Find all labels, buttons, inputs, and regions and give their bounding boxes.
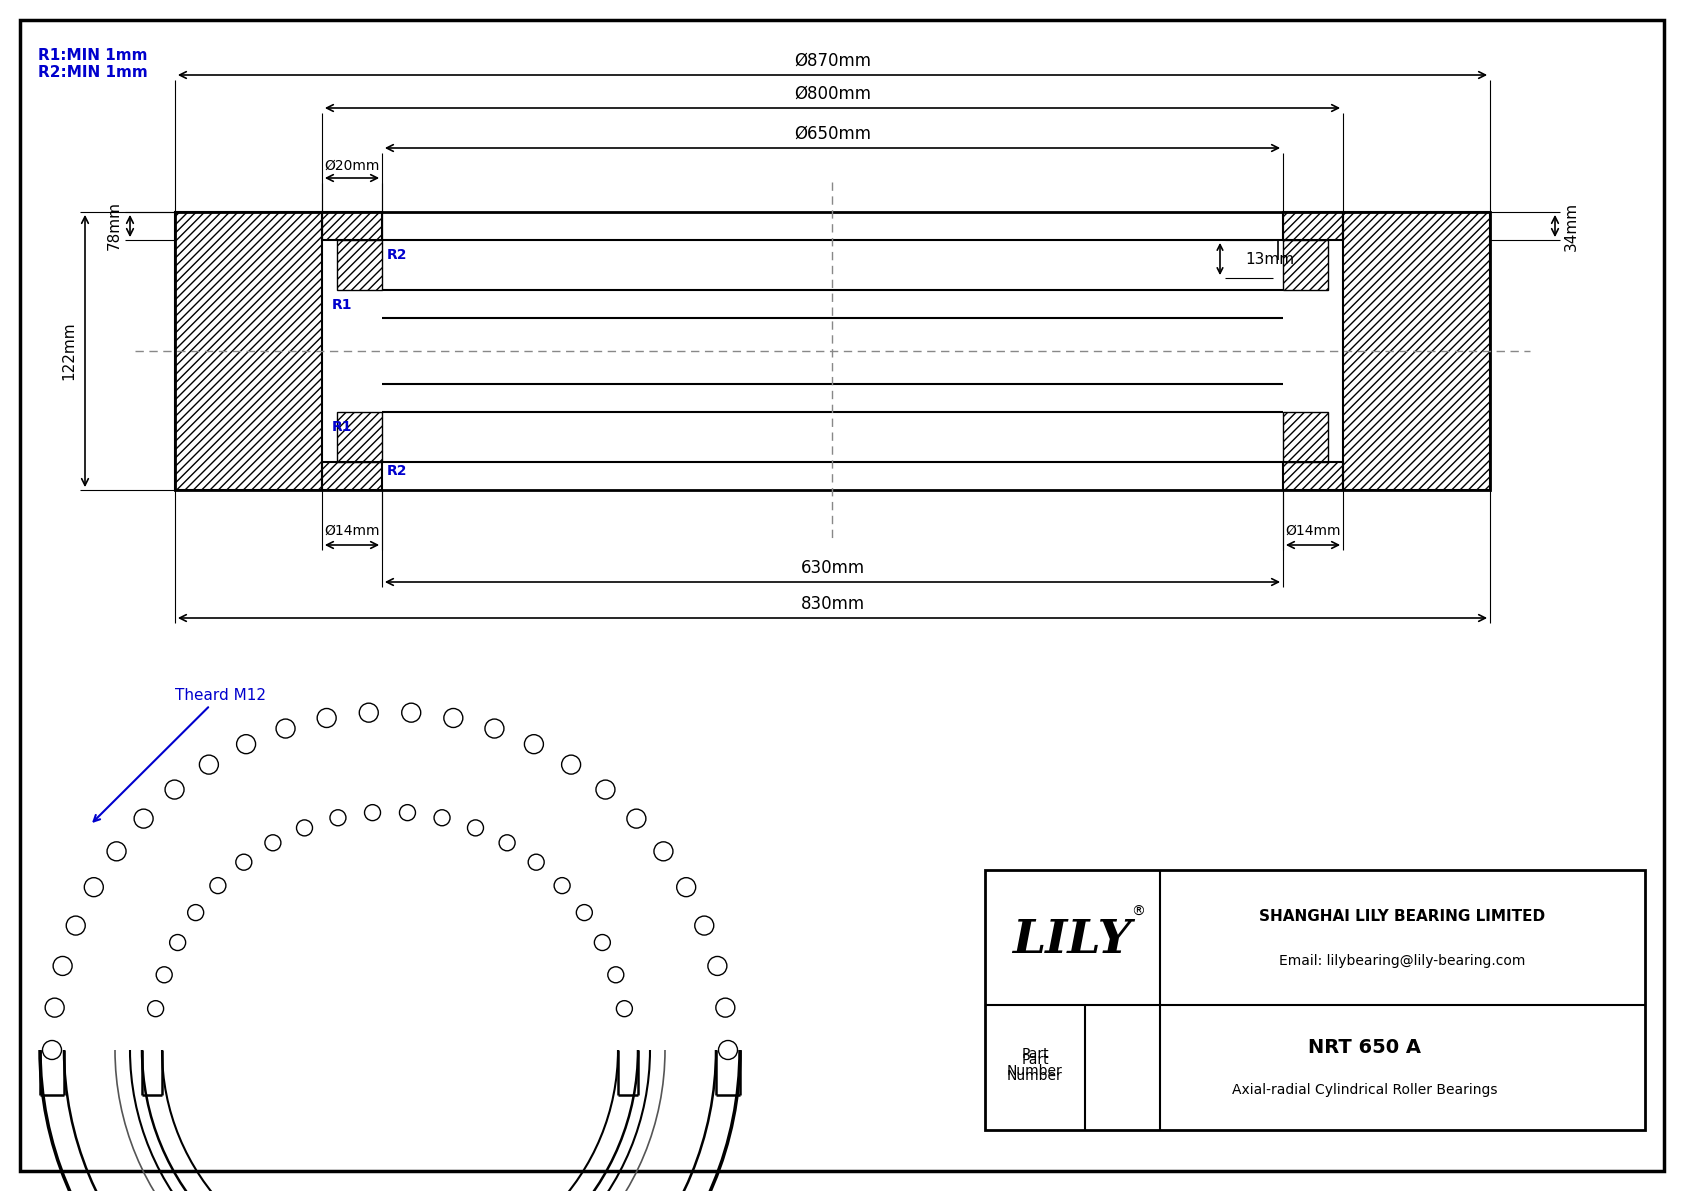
Circle shape bbox=[434, 810, 450, 825]
Text: R2: R2 bbox=[387, 248, 408, 262]
Bar bbox=[337, 241, 382, 289]
Circle shape bbox=[264, 835, 281, 850]
Circle shape bbox=[529, 854, 544, 871]
Text: 13mm: 13mm bbox=[1244, 251, 1293, 267]
Text: NRT 650 A: NRT 650 A bbox=[1308, 1039, 1421, 1058]
Text: 122mm: 122mm bbox=[62, 322, 76, 380]
Circle shape bbox=[608, 967, 623, 983]
Text: ®: ® bbox=[1132, 905, 1145, 918]
Circle shape bbox=[719, 1041, 738, 1060]
Circle shape bbox=[399, 805, 416, 821]
Text: 630mm: 630mm bbox=[800, 559, 864, 576]
Circle shape bbox=[677, 878, 695, 897]
Bar bbox=[1283, 462, 1344, 490]
Circle shape bbox=[576, 905, 593, 921]
Bar bbox=[1283, 212, 1344, 241]
Circle shape bbox=[616, 1000, 633, 1017]
Circle shape bbox=[445, 709, 463, 728]
Text: 830mm: 830mm bbox=[800, 596, 864, 613]
Text: R1: R1 bbox=[332, 298, 352, 312]
Circle shape bbox=[707, 956, 727, 975]
Text: Ø800mm: Ø800mm bbox=[793, 85, 871, 102]
Circle shape bbox=[236, 735, 256, 754]
Circle shape bbox=[695, 916, 714, 935]
Circle shape bbox=[330, 810, 345, 825]
Circle shape bbox=[165, 780, 184, 799]
Circle shape bbox=[402, 703, 421, 722]
Bar bbox=[175, 212, 322, 490]
Text: Part
Number: Part Number bbox=[1007, 1048, 1063, 1078]
Circle shape bbox=[554, 878, 571, 893]
Circle shape bbox=[148, 1000, 163, 1017]
Bar bbox=[1283, 241, 1329, 289]
Circle shape bbox=[84, 878, 103, 897]
Circle shape bbox=[596, 780, 615, 799]
Bar bbox=[985, 869, 1645, 1130]
Text: LILY: LILY bbox=[1012, 917, 1132, 964]
Text: Ø20mm: Ø20mm bbox=[325, 160, 379, 173]
Circle shape bbox=[135, 809, 153, 828]
Text: Axial-radial Cylindrical Roller Bearings: Axial-radial Cylindrical Roller Bearings bbox=[1233, 1083, 1497, 1097]
Circle shape bbox=[626, 809, 647, 828]
Circle shape bbox=[468, 819, 483, 836]
Text: Part
Number: Part Number bbox=[1007, 1053, 1063, 1083]
Circle shape bbox=[210, 878, 226, 893]
Circle shape bbox=[359, 703, 379, 722]
Circle shape bbox=[236, 854, 253, 871]
Text: 34mm: 34mm bbox=[1563, 201, 1578, 250]
Circle shape bbox=[157, 967, 172, 983]
Circle shape bbox=[66, 916, 86, 935]
Circle shape bbox=[485, 719, 504, 738]
Circle shape bbox=[54, 956, 72, 975]
Circle shape bbox=[199, 755, 219, 774]
Circle shape bbox=[364, 805, 381, 821]
Text: SHANGHAI LILY BEARING LIMITED: SHANGHAI LILY BEARING LIMITED bbox=[1260, 909, 1546, 924]
Circle shape bbox=[653, 842, 674, 861]
Circle shape bbox=[561, 755, 581, 774]
Circle shape bbox=[498, 835, 515, 850]
Text: Theard M12: Theard M12 bbox=[94, 687, 266, 822]
Text: 78mm: 78mm bbox=[106, 201, 121, 250]
Circle shape bbox=[42, 1041, 62, 1060]
Text: R1: R1 bbox=[332, 420, 352, 434]
Bar bbox=[322, 462, 382, 490]
Circle shape bbox=[716, 998, 734, 1017]
Text: Email: lilybearing@lily-bearing.com: Email: lilybearing@lily-bearing.com bbox=[1280, 954, 1526, 968]
Circle shape bbox=[276, 719, 295, 738]
Circle shape bbox=[524, 735, 544, 754]
Text: Ø650mm: Ø650mm bbox=[793, 125, 871, 143]
Bar bbox=[1344, 212, 1490, 490]
Text: R2: R2 bbox=[387, 464, 408, 478]
Circle shape bbox=[317, 709, 337, 728]
Circle shape bbox=[594, 935, 610, 950]
Circle shape bbox=[170, 935, 185, 950]
Bar bbox=[1283, 412, 1329, 462]
Bar bbox=[322, 212, 382, 241]
Text: Ø14mm: Ø14mm bbox=[325, 524, 381, 538]
Circle shape bbox=[45, 998, 64, 1017]
Circle shape bbox=[296, 819, 313, 836]
Circle shape bbox=[187, 905, 204, 921]
Circle shape bbox=[108, 842, 126, 861]
Text: R1:MIN 1mm
R2:MIN 1mm: R1:MIN 1mm R2:MIN 1mm bbox=[39, 48, 148, 81]
Text: Ø870mm: Ø870mm bbox=[793, 52, 871, 70]
Text: Ø14mm: Ø14mm bbox=[1285, 524, 1340, 538]
Bar bbox=[175, 212, 1490, 490]
Bar bbox=[337, 412, 382, 462]
